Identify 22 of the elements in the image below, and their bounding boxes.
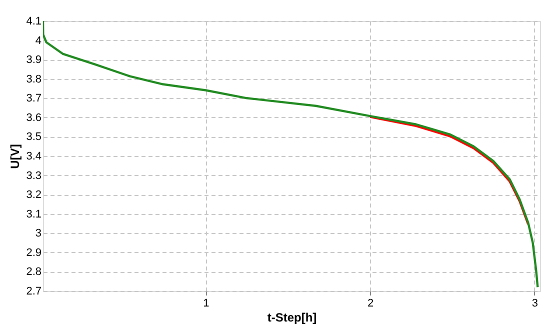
x-axis-title: t-Step[h] bbox=[267, 310, 317, 324]
y-tick-label: 2.9 bbox=[26, 246, 42, 259]
line-series bbox=[368, 116, 530, 226]
x-tick-label: 1 bbox=[203, 298, 210, 310]
y-tick-label: 3.1 bbox=[26, 208, 42, 220]
y-tick-label: 2.8 bbox=[26, 266, 42, 278]
y-tick-label: 4 bbox=[35, 34, 42, 47]
y-axis-title: U[V] bbox=[8, 144, 22, 169]
y-tick-label: 3.4 bbox=[26, 150, 42, 162]
y-tick-label: 3.6 bbox=[26, 112, 42, 124]
x-tick-label: 2 bbox=[368, 298, 374, 310]
y-tick-label: 4.1 bbox=[26, 16, 42, 28]
y-tick-label: 3 bbox=[35, 228, 42, 240]
y-tick-label: 3.3 bbox=[26, 170, 42, 182]
x-tick-label: 3 bbox=[532, 298, 538, 310]
y-tick-label: 3.2 bbox=[26, 189, 42, 202]
y-tick-label: 3.5 bbox=[26, 131, 42, 144]
y-tick-label: 3.8 bbox=[26, 73, 42, 86]
y-tick-label: 3.7 bbox=[26, 92, 42, 105]
line-series bbox=[43, 21, 539, 288]
y-tick-label: 2.7 bbox=[26, 286, 42, 298]
y-tick-label: 3.9 bbox=[26, 54, 42, 66]
